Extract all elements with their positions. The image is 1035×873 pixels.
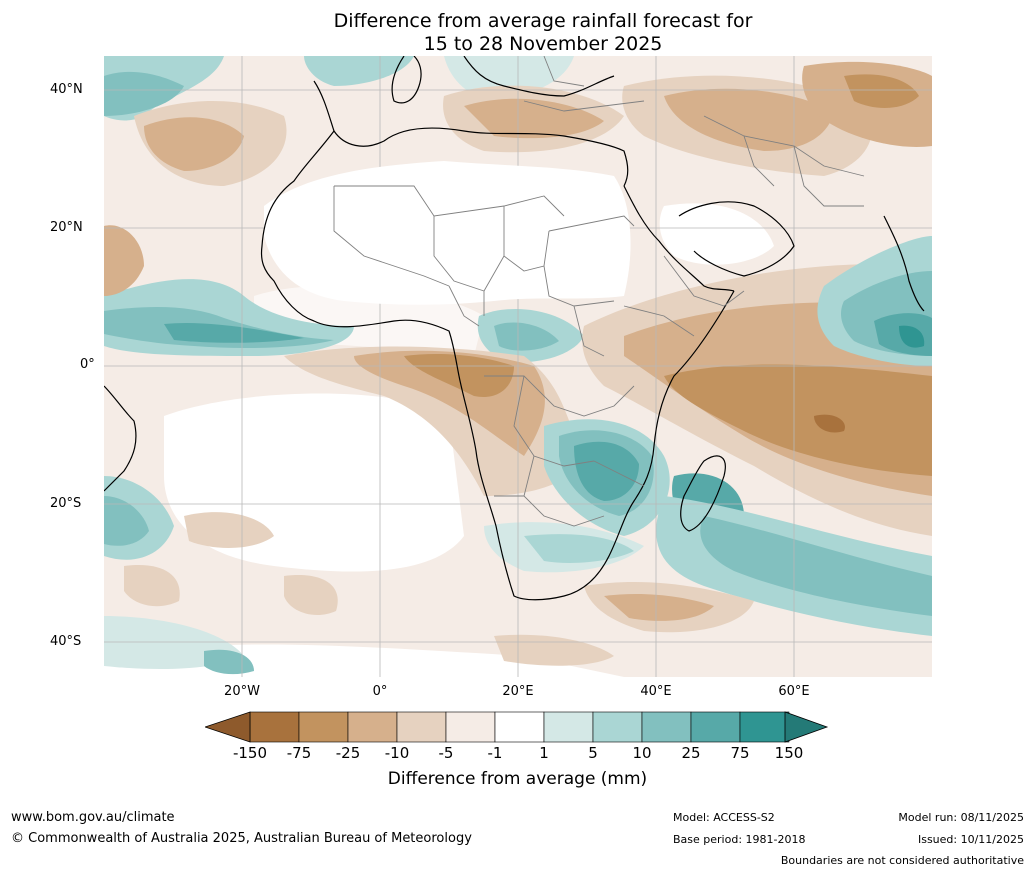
colorbar-tick-label: 75 xyxy=(730,744,750,762)
colorbar-tick-label: -10 xyxy=(384,744,410,762)
lon-label-60e: 60°E xyxy=(778,684,810,699)
colorbar-tick-label: -75 xyxy=(286,744,312,762)
lat-label-20n: 20°N xyxy=(50,220,83,235)
lon-label-40e: 40°E xyxy=(640,684,672,699)
title-line-1: Difference from average rainfall forecas… xyxy=(333,10,753,32)
colorbar-tick-label: 5 xyxy=(588,744,598,762)
country-borders xyxy=(333,56,865,527)
colorbar-tick-label: 1 xyxy=(539,744,549,762)
footer-model: Model: ACCESS-S2 xyxy=(673,811,775,824)
map-title: Difference from average rainfall forecas… xyxy=(0,10,1035,56)
lat-label-0: 0° xyxy=(80,357,95,372)
footer-disclaimer: Boundaries are not considered authoritat… xyxy=(780,854,1024,867)
lat-label-40n: 40°N xyxy=(50,82,83,97)
colorbar-tick-label: -25 xyxy=(335,744,361,762)
colorbar-swatch xyxy=(396,711,447,743)
footer-website[interactable]: www.bom.gov.au/climate xyxy=(11,810,175,825)
colorbar-swatch xyxy=(249,711,300,743)
colorbar-extend-low xyxy=(205,711,251,743)
lat-label-40s: 40°S xyxy=(50,634,82,649)
colorbar-tick-label: 150 xyxy=(774,744,804,762)
colorbar-tick-label: -1 xyxy=(487,744,503,762)
footer-base-period: Base period: 1981-2018 xyxy=(673,833,806,846)
footer-issued: Issued: 10/11/2025 xyxy=(917,833,1024,846)
colorbar-swatch xyxy=(739,711,790,743)
footer-copyright: © Commonwealth of Australia 2025, Austra… xyxy=(11,831,472,846)
colorbar-swatch xyxy=(592,711,643,743)
coastlines xyxy=(104,56,925,601)
colorbar-swatch xyxy=(641,711,692,743)
colorbar-swatch xyxy=(690,711,741,743)
colorbar xyxy=(205,711,829,743)
lon-label-0: 0° xyxy=(372,684,388,699)
rainfall-anomaly-map xyxy=(104,56,932,677)
colorbar-swatch xyxy=(494,711,545,743)
footer-model-run: Model run: 08/11/2025 xyxy=(898,811,1024,824)
lon-label-20w: 20°W xyxy=(224,684,260,699)
colorbar-tick-label: 25 xyxy=(681,744,701,762)
colorbar-swatch xyxy=(445,711,496,743)
colorbar-tick-label: -150 xyxy=(232,744,268,762)
colorbar-swatch xyxy=(543,711,594,743)
colorbar-swatch xyxy=(347,711,398,743)
title-line-2: 15 to 28 November 2025 xyxy=(423,33,663,55)
colorbar-title: Difference from average (mm) xyxy=(387,769,648,789)
colorbar-extend-high xyxy=(784,711,829,743)
colorbar-swatch xyxy=(298,711,349,743)
colorbar-tick-label: -5 xyxy=(438,744,454,762)
colorbar-tick-label: 10 xyxy=(632,744,652,762)
lat-label-20s: 20°S xyxy=(50,496,82,511)
lon-label-20e: 20°E xyxy=(502,684,534,699)
